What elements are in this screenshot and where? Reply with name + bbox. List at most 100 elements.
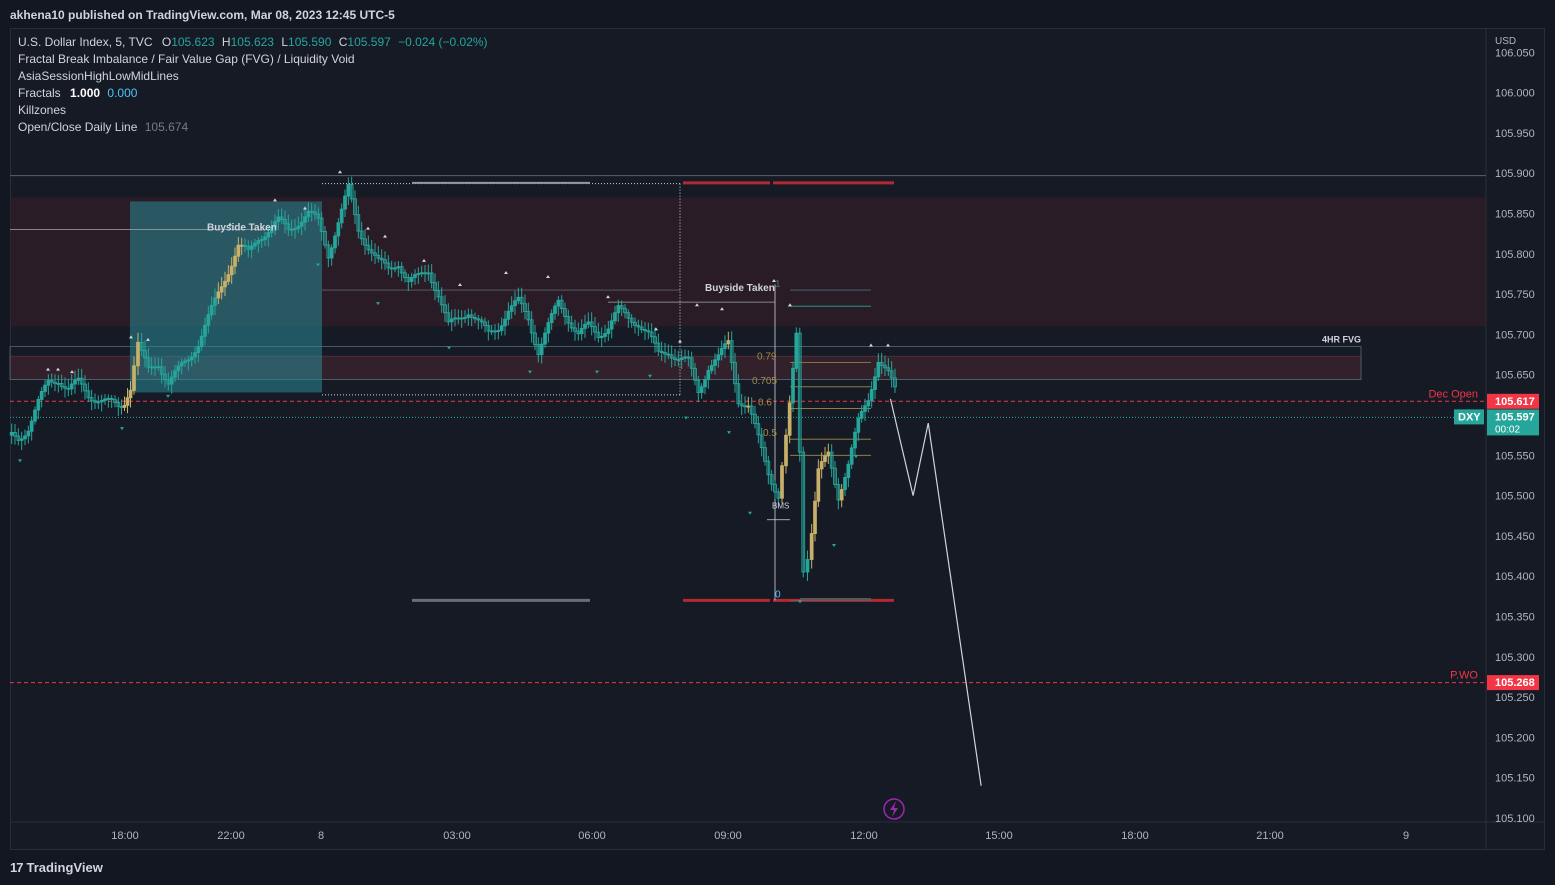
candle-body <box>696 379 701 393</box>
price-tick-label: 105.500 <box>1495 491 1535 503</box>
candle <box>529 311 534 343</box>
legend-indicator-daily-line[interactable]: Open/Close Daily Line 105.674 <box>18 120 188 134</box>
candle <box>406 273 411 292</box>
candle-body <box>409 276 414 282</box>
candle-body <box>496 330 501 333</box>
candle-body <box>606 328 611 334</box>
candle <box>709 359 714 374</box>
candle <box>526 302 531 326</box>
candle-body <box>676 358 681 361</box>
candle <box>376 246 381 263</box>
candle-body <box>733 361 737 385</box>
candle <box>316 207 321 226</box>
fractal-marker <box>376 302 380 306</box>
candle-body <box>889 370 894 379</box>
candle <box>546 317 551 343</box>
fractal-marker <box>595 370 599 374</box>
candle-body <box>816 468 821 502</box>
legend-close-key: C <box>338 35 348 49</box>
candle-body <box>659 350 664 353</box>
candle-body <box>766 460 771 476</box>
legend-indicator-fractals[interactable]: Fractals 1.000 0.000 <box>18 86 137 100</box>
candle <box>132 356 136 395</box>
legend-indicator-fvg[interactable]: Fractal Break Imbalance / Fair Value Gap… <box>18 52 355 66</box>
candle-body <box>419 272 424 275</box>
chart-frame[interactable] <box>10 28 1545 850</box>
candle-body <box>63 386 67 389</box>
indicator-name: AsiaSessionHighLowMidLines <box>18 69 179 83</box>
candle <box>106 394 111 408</box>
candle-body <box>589 321 594 328</box>
candle <box>59 374 64 391</box>
candle <box>463 310 467 324</box>
candle <box>339 203 344 229</box>
candle <box>343 189 347 218</box>
candle-body <box>343 195 347 210</box>
candle-body <box>306 210 311 218</box>
candle-body <box>206 314 211 326</box>
candle <box>749 397 754 424</box>
candle <box>433 273 437 301</box>
candle <box>446 303 451 326</box>
candle <box>166 372 171 391</box>
forecast-path-line[interactable] <box>889 398 982 786</box>
candle-body <box>780 465 784 499</box>
price-tick-label: 105.450 <box>1495 531 1535 543</box>
candle-body <box>706 370 711 380</box>
time-tick-label: 21:00 <box>1256 830 1284 842</box>
candle-body <box>791 367 795 404</box>
candle-body <box>349 184 354 200</box>
candle-body <box>809 533 814 560</box>
publisher-bar: akhena10 published on TradingView.com, M… <box>0 0 1555 28</box>
candle <box>313 204 317 221</box>
time-tick-label: 9 <box>1403 830 1409 842</box>
tradingview-brand[interactable]: 17 TradingView <box>10 860 103 875</box>
fractal-marker <box>383 234 387 238</box>
candle-body <box>656 342 661 352</box>
candle-body <box>386 262 391 269</box>
time-tick-label: 18:00 <box>111 830 139 842</box>
candle-body <box>253 242 257 247</box>
candle <box>163 366 167 388</box>
fractal-marker <box>654 327 658 331</box>
candle-body <box>339 208 344 224</box>
legend-indicator-asia[interactable]: AsiaSessionHighLowMidLines <box>18 69 179 83</box>
candle-body <box>506 310 511 320</box>
candle <box>259 235 264 248</box>
candle-body <box>13 432 17 437</box>
candle-body <box>363 238 367 246</box>
candle-body <box>356 214 361 232</box>
candle <box>416 267 421 284</box>
candle <box>693 363 697 386</box>
candle <box>119 399 124 415</box>
candle <box>279 208 284 224</box>
price-tick-label: 105.200 <box>1495 732 1535 744</box>
candle <box>856 412 861 441</box>
candle <box>556 296 561 316</box>
candle-body <box>319 217 324 232</box>
fractal-marker <box>546 274 550 278</box>
candle <box>436 281 441 303</box>
candle-body <box>493 330 497 333</box>
candle <box>413 269 417 285</box>
candle <box>533 324 537 351</box>
candle-body <box>476 318 481 321</box>
candle-body <box>784 434 788 467</box>
price-label-value: 105.268 <box>1495 677 1535 689</box>
lightning-icon[interactable] <box>883 798 905 820</box>
candle-body <box>543 332 547 345</box>
candle <box>583 314 587 338</box>
candle-body <box>559 299 564 309</box>
candle-body <box>759 434 764 449</box>
candle-body <box>379 257 384 261</box>
candle-body <box>186 359 191 362</box>
candle <box>356 205 361 239</box>
legend-indicator-killzones[interactable]: Killzones <box>18 103 66 117</box>
candle-body <box>273 221 277 228</box>
candle <box>719 340 724 361</box>
currency-label: USD <box>1495 36 1516 47</box>
candle <box>36 395 41 420</box>
candle <box>559 295 564 314</box>
candle-body <box>106 397 111 400</box>
